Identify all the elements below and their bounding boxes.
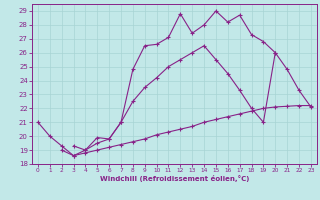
X-axis label: Windchill (Refroidissement éolien,°C): Windchill (Refroidissement éolien,°C)	[100, 175, 249, 182]
